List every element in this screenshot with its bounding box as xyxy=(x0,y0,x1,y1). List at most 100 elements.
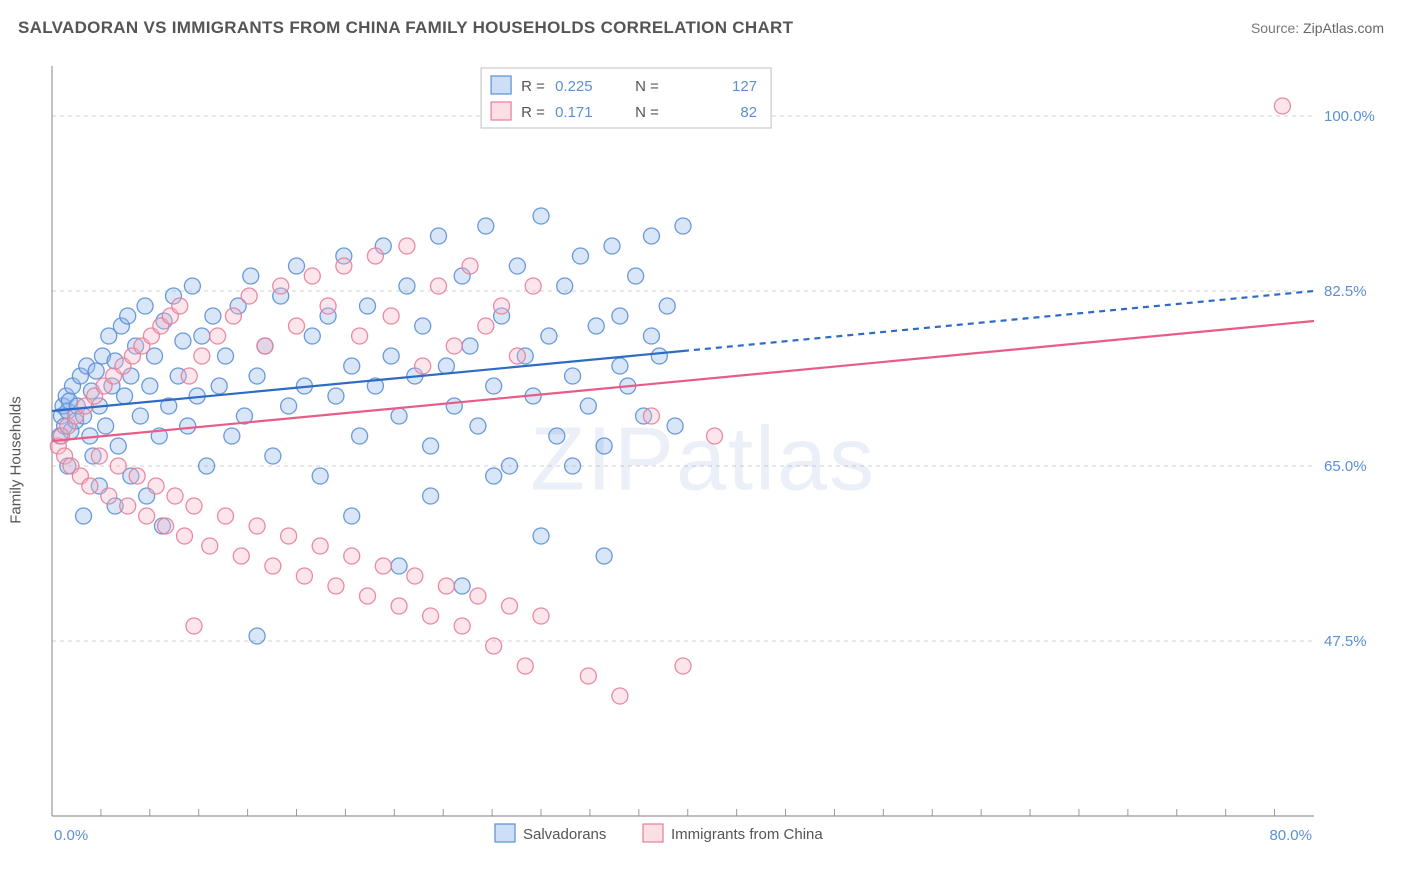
scatter-point xyxy=(320,298,336,314)
regression-line-extrapolated xyxy=(683,291,1314,351)
scatter-point xyxy=(117,388,133,404)
scatter-point xyxy=(596,438,612,454)
scatter-point xyxy=(572,248,588,264)
scatter-point xyxy=(399,278,415,294)
scatter-point xyxy=(557,278,573,294)
scatter-point xyxy=(407,568,423,584)
scatter-point xyxy=(328,388,344,404)
scatter-point xyxy=(643,408,659,424)
scatter-point xyxy=(110,458,126,474)
scatter-point xyxy=(462,258,478,274)
scatter-point xyxy=(101,488,117,504)
scatter-point xyxy=(199,458,215,474)
legend-series-label: Salvadorans xyxy=(523,826,606,843)
scatter-point xyxy=(336,258,352,274)
scatter-point xyxy=(218,508,234,524)
scatter-point xyxy=(344,548,360,564)
scatter-point xyxy=(265,448,281,464)
scatter-point xyxy=(423,488,439,504)
scatter-point xyxy=(549,428,565,444)
legend-n-value: 82 xyxy=(740,104,757,121)
scatter-point xyxy=(304,268,320,284)
scatter-point xyxy=(139,508,155,524)
scatter-point xyxy=(612,308,628,324)
scatter-point xyxy=(565,458,581,474)
scatter-point xyxy=(423,608,439,624)
scatter-point xyxy=(344,508,360,524)
scatter-point xyxy=(194,348,210,364)
scatter-point xyxy=(486,378,502,394)
scatter-point xyxy=(225,308,241,324)
scatter-point xyxy=(501,598,517,614)
scatter-point xyxy=(289,318,305,334)
scatter-chart: 47.5%65.0%82.5%100.0%0.0%80.0%R = 0.225N… xyxy=(22,48,1384,872)
scatter-point xyxy=(391,408,407,424)
y-tick-label: 100.0% xyxy=(1324,108,1375,125)
scatter-point xyxy=(375,558,391,574)
legend-n-label: N = xyxy=(635,104,659,121)
scatter-point xyxy=(304,328,320,344)
chart-title: SALVADORAN VS IMMIGRANTS FROM CHINA FAMI… xyxy=(18,18,793,38)
scatter-point xyxy=(486,468,502,484)
scatter-point xyxy=(312,468,328,484)
scatter-point xyxy=(180,418,196,434)
scatter-point xyxy=(194,328,210,344)
scatter-point xyxy=(470,588,486,604)
scatter-point xyxy=(580,668,596,684)
scatter-point xyxy=(675,658,691,674)
scatter-point xyxy=(181,368,197,384)
source-value: ZipAtlas.com xyxy=(1303,20,1384,36)
scatter-point xyxy=(120,308,136,324)
scatter-point xyxy=(76,508,92,524)
scatter-point xyxy=(265,558,281,574)
scatter-point xyxy=(360,298,376,314)
y-axis-label: Family Households xyxy=(8,396,25,524)
scatter-point xyxy=(430,228,446,244)
scatter-point xyxy=(177,528,193,544)
scatter-point xyxy=(137,298,153,314)
scatter-point xyxy=(628,268,644,284)
scatter-point xyxy=(454,618,470,634)
scatter-point xyxy=(172,298,188,314)
scatter-point xyxy=(596,548,612,564)
scatter-point xyxy=(88,363,104,379)
scatter-point xyxy=(224,428,240,444)
scatter-point xyxy=(186,498,202,514)
scatter-point xyxy=(120,498,136,514)
x-tick-label: 0.0% xyxy=(54,827,88,844)
scatter-point xyxy=(430,278,446,294)
scatter-point xyxy=(462,338,478,354)
scatter-point xyxy=(659,298,675,314)
y-tick-label: 82.5% xyxy=(1324,283,1367,300)
scatter-point xyxy=(565,368,581,384)
scatter-point xyxy=(651,348,667,364)
scatter-point xyxy=(82,478,98,494)
scatter-point xyxy=(438,578,454,594)
scatter-point xyxy=(184,278,200,294)
scatter-point xyxy=(446,398,462,414)
scatter-point xyxy=(148,478,164,494)
scatter-point xyxy=(612,358,628,374)
scatter-point xyxy=(281,398,297,414)
scatter-point xyxy=(588,318,604,334)
legend-r-label: R = xyxy=(521,78,545,95)
scatter-point xyxy=(612,688,628,704)
scatter-point xyxy=(241,288,257,304)
scatter-point xyxy=(501,458,517,474)
legend-swatch xyxy=(495,824,515,842)
source-label: Source: xyxy=(1251,20,1303,36)
scatter-point xyxy=(218,348,234,364)
scatter-point xyxy=(415,318,431,334)
scatter-point xyxy=(91,448,107,464)
legend-swatch xyxy=(491,102,511,120)
scatter-point xyxy=(478,218,494,234)
scatter-point xyxy=(142,378,158,394)
scatter-point xyxy=(643,228,659,244)
scatter-point xyxy=(367,248,383,264)
scatter-point xyxy=(249,368,265,384)
scatter-point xyxy=(281,528,297,544)
chart-area: Family Households ZIPatlas 47.5%65.0%82.… xyxy=(22,48,1384,872)
scatter-point xyxy=(533,208,549,224)
scatter-point xyxy=(438,358,454,374)
scatter-point xyxy=(110,438,126,454)
